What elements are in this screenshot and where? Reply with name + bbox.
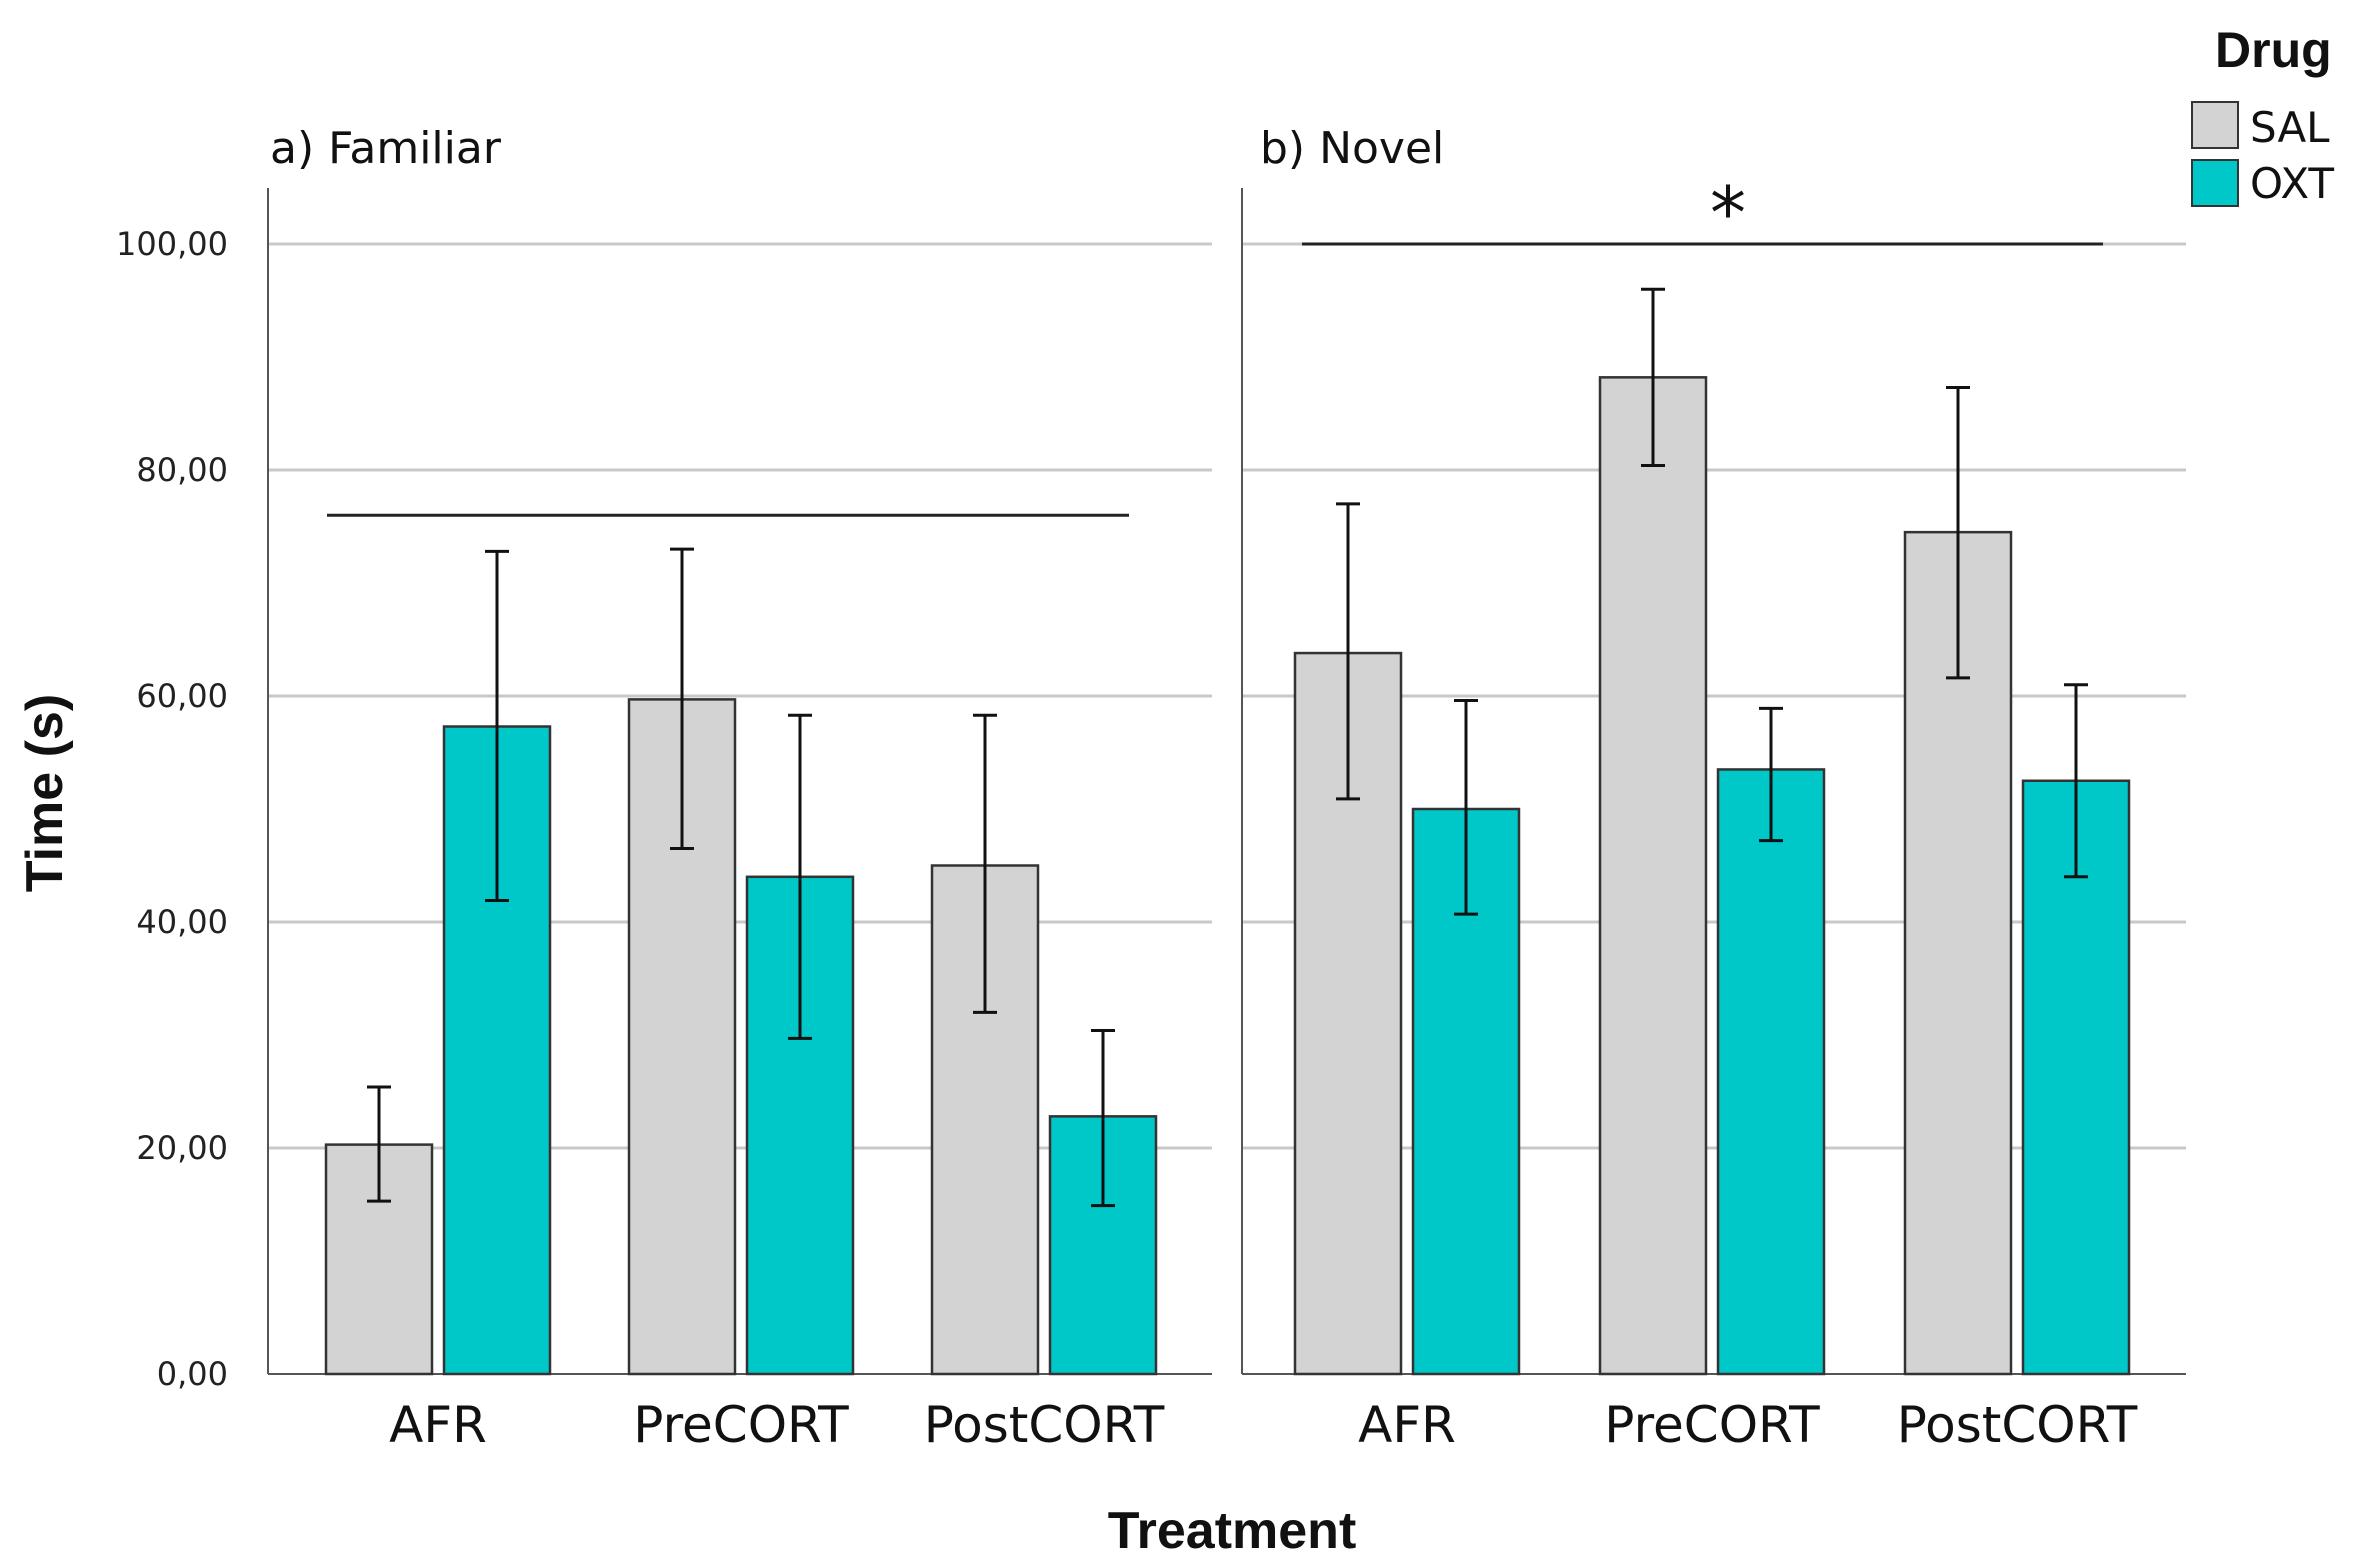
x-tick-label: PostCORT xyxy=(924,1396,1165,1454)
labels-layer: 0,00 20,00 40,00 60,00 80,00 100,00 AFR PreCORT… xyxy=(116,225,2138,1454)
x-tick-label: PreCORT xyxy=(1604,1396,1820,1454)
y-tick-label: 100,00 xyxy=(116,225,228,263)
panel-b-title: b) Novel xyxy=(1260,123,1444,174)
bar-oxt xyxy=(1716,768,1826,1376)
x-tick-label: PreCORT xyxy=(633,1396,849,1454)
legend-swatch-oxt xyxy=(2191,159,2239,207)
y-tick-label: 80,00 xyxy=(136,451,228,489)
legend-swatch-sal xyxy=(2191,101,2239,149)
bar-oxt xyxy=(2021,779,2131,1376)
y-tick-label: 0,00 xyxy=(157,1355,228,1393)
y-tick-label: 40,00 xyxy=(136,903,228,941)
legend-title: Drug xyxy=(2215,22,2332,78)
x-axis-label: Treatment xyxy=(1108,1502,1357,1560)
bars-layer xyxy=(324,376,2131,1376)
axes-layer xyxy=(267,188,2186,1375)
bar-sal xyxy=(1598,376,1708,1376)
error-bars-layer xyxy=(367,287,2088,1208)
x-tick-label: AFR xyxy=(389,1396,487,1454)
grid-layer xyxy=(268,242,2186,1150)
panel-a-title: a) Familiar xyxy=(270,123,502,174)
bar-sal xyxy=(324,1143,434,1376)
y-axis-label: Time (s) xyxy=(16,694,74,892)
legend-label-oxt: OXT xyxy=(2250,159,2334,208)
legend: Drug SAL OXT xyxy=(2191,22,2334,208)
y-tick-label: 60,00 xyxy=(136,677,228,715)
significance-asterisk: * xyxy=(1710,171,1746,255)
x-tick-label: AFR xyxy=(1358,1396,1456,1454)
y-tick-label: 20,00 xyxy=(136,1129,228,1167)
x-tick-label: PostCORT xyxy=(1897,1396,2138,1454)
legend-label-sal: SAL xyxy=(2250,103,2330,152)
bar-sal xyxy=(627,698,737,1376)
